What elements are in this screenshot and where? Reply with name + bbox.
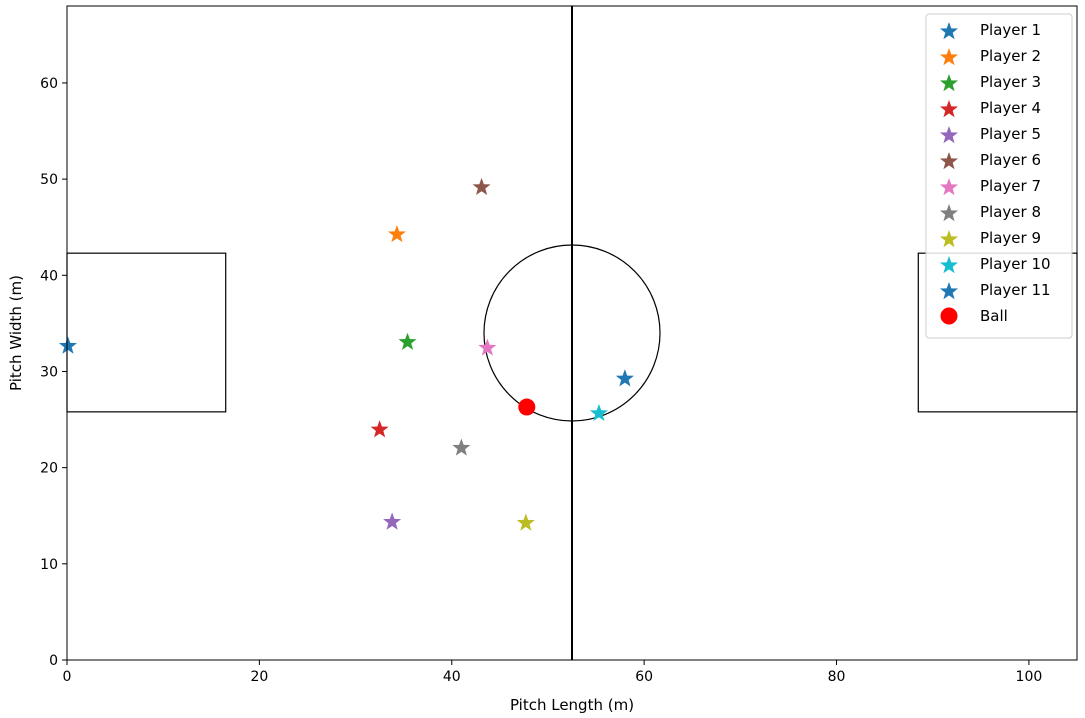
legend-player-1-marker: [939, 22, 959, 40]
legend-label: Player 7: [980, 177, 1041, 195]
player-5-marker: [383, 512, 402, 530]
legend-player-7-marker: [939, 178, 959, 196]
axes: 0 20 40 60 80 100 0 10 20 30 40 50 60: [40, 5, 1078, 685]
y-tick-label: 10: [40, 557, 58, 573]
player-8-marker: [452, 438, 471, 456]
legend-player-6-marker: [939, 152, 959, 170]
y-tick-label: 0: [49, 653, 58, 669]
x-tick-label: 80: [828, 669, 846, 685]
legend-player-4-marker: [939, 100, 959, 118]
legend-box: [925, 13, 1073, 339]
player-9-marker: [516, 513, 535, 531]
x-tick-label: 0: [63, 669, 72, 685]
y-tick-label: 60: [40, 76, 58, 92]
legend-label: Player 6: [980, 151, 1041, 169]
player-1-marker: [58, 336, 77, 354]
y-tick-label: 20: [40, 461, 58, 477]
legend-label: Player 3: [980, 73, 1041, 91]
legend-player-8-marker: [939, 204, 959, 222]
x-tick-label: 40: [443, 669, 461, 685]
legend-label: Player 1: [980, 21, 1041, 39]
player-4-marker: [370, 420, 389, 438]
legend-label: Player 2: [980, 47, 1041, 65]
legend-label: Player 10: [980, 255, 1051, 273]
x-tick-label: 60: [635, 669, 653, 685]
x-tick-label: 100: [1016, 669, 1043, 685]
y-tick-label: 50: [40, 172, 58, 188]
center-circle: [483, 244, 661, 422]
player-3-marker: [398, 332, 417, 350]
y-tick-label: 40: [40, 268, 58, 284]
y-axis-title: Pitch Width (m): [7, 275, 25, 391]
ball-marker: [518, 398, 536, 416]
legend-player-3-marker: [939, 74, 959, 92]
legend-label: Ball: [980, 307, 1008, 325]
player-7-marker: [478, 338, 497, 356]
y-tick-label: 30: [40, 364, 58, 380]
player-6-marker: [472, 177, 491, 196]
legend-label: Player 9: [980, 229, 1041, 247]
markers: [58, 177, 634, 531]
x-axis-title: Pitch Length (m): [510, 696, 634, 714]
player-11-marker: [615, 369, 634, 387]
legend-label: Player 4: [980, 99, 1041, 117]
legend-player-2-marker: [939, 48, 959, 66]
legend-label: Player 5: [980, 125, 1041, 143]
legend-player-5-marker: [939, 126, 959, 144]
legend-ball-marker: [940, 307, 958, 325]
legend: Player 1 Player 2 Player 3 Player 4 Player 5…: [925, 13, 1073, 339]
axes-frame: [66, 5, 1078, 661]
legend-player-10-marker: [939, 256, 959, 274]
x-tick-label: 20: [250, 669, 268, 685]
player-2-marker: [387, 224, 406, 243]
legend-label: Player 8: [980, 203, 1041, 221]
legend-player-9-marker: [939, 230, 959, 248]
legend-label: Player 11: [980, 281, 1051, 299]
legend-player-11-marker: [939, 282, 959, 300]
player-10-marker: [589, 403, 608, 422]
